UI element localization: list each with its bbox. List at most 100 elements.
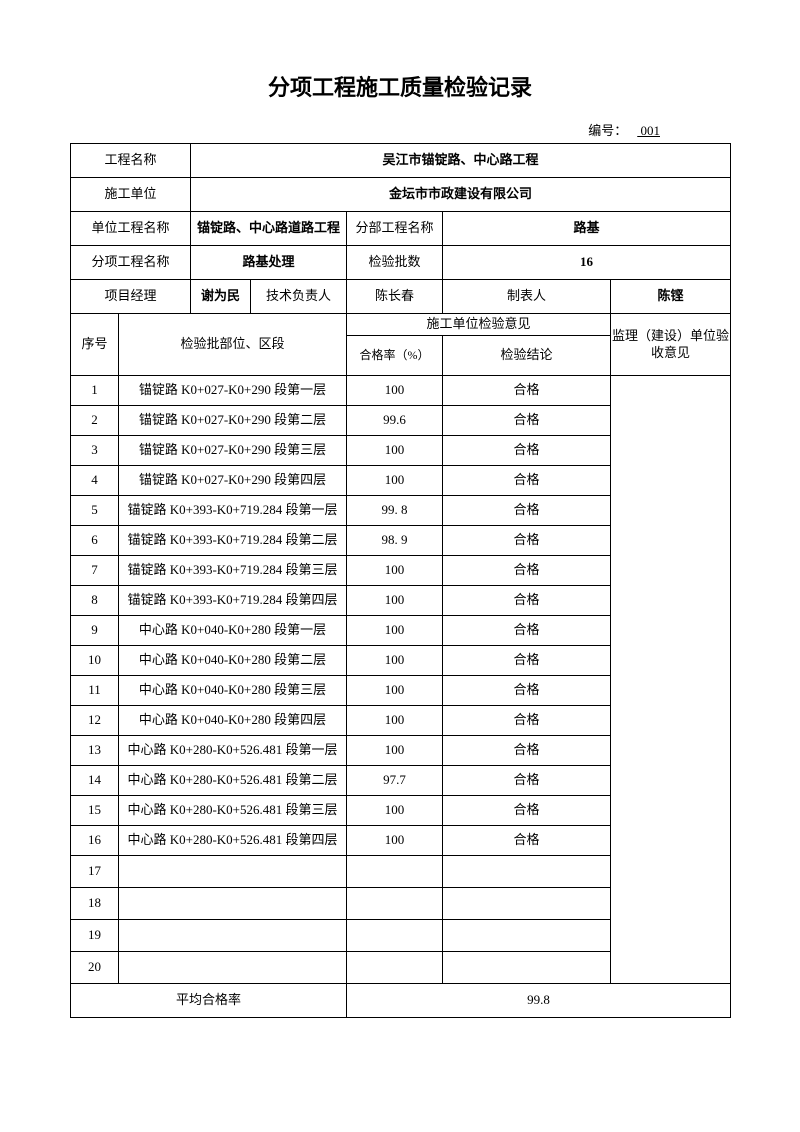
cell-pass-rate: 99. 8 xyxy=(347,496,443,526)
col-pass-rate: 合格率（%） xyxy=(347,336,443,376)
cell-pass-rate xyxy=(347,856,443,888)
cell-verdict: 合格 xyxy=(443,496,611,526)
value-unit-project: 锚锭路、中心路道路工程 xyxy=(191,212,347,246)
cell-verdict: 合格 xyxy=(443,466,611,496)
cell-location xyxy=(119,952,347,984)
cell-location: 中心路 K0+040-K0+280 段第四层 xyxy=(119,706,347,736)
col-location: 检验批部位、区段 xyxy=(119,314,347,376)
cell-seq: 1 xyxy=(71,376,119,406)
cell-pass-rate: 100 xyxy=(347,436,443,466)
cell-pass-rate: 97.7 xyxy=(347,766,443,796)
cell-verdict xyxy=(443,952,611,984)
col-constructor-opinion: 施工单位检验意见 xyxy=(347,314,611,336)
cell-pass-rate: 100 xyxy=(347,706,443,736)
cell-verdict: 合格 xyxy=(443,646,611,676)
label-pm: 项目经理 xyxy=(71,280,191,314)
label-unit-project: 单位工程名称 xyxy=(71,212,191,246)
cell-pass-rate: 98. 9 xyxy=(347,526,443,556)
cell-seq: 3 xyxy=(71,436,119,466)
label-tech-lead: 技术负责人 xyxy=(251,280,347,314)
cell-pass-rate: 100 xyxy=(347,796,443,826)
value-constructor: 金坛市市政建设有限公司 xyxy=(191,178,731,212)
cell-pass-rate: 100 xyxy=(347,376,443,406)
cell-pass-rate xyxy=(347,952,443,984)
cell-pass-rate: 100 xyxy=(347,646,443,676)
cell-seq: 18 xyxy=(71,888,119,920)
label-project-name: 工程名称 xyxy=(71,144,191,178)
cell-seq: 13 xyxy=(71,736,119,766)
cell-seq: 15 xyxy=(71,796,119,826)
cell-pass-rate: 100 xyxy=(347,616,443,646)
cell-location xyxy=(119,888,347,920)
cell-seq: 2 xyxy=(71,406,119,436)
cell-verdict: 合格 xyxy=(443,796,611,826)
cell-location: 中心路 K0+280-K0+526.481 段第四层 xyxy=(119,826,347,856)
cell-location: 锚锭路 K0+027-K0+290 段第二层 xyxy=(119,406,347,436)
cell-location: 锚锭路 K0+027-K0+290 段第四层 xyxy=(119,466,347,496)
cell-seq: 10 xyxy=(71,646,119,676)
value-batch-count: 16 xyxy=(443,246,731,280)
cell-pass-rate xyxy=(347,888,443,920)
cell-seq: 17 xyxy=(71,856,119,888)
doc-number-value: 001 xyxy=(627,123,670,138)
value-project-name: 吴江市锚锭路、中心路工程 xyxy=(191,144,731,178)
col-supervisor: 监理（建设）单位验收意见 xyxy=(611,314,731,376)
value-avg-rate: 99.8 xyxy=(347,984,731,1018)
cell-location: 中心路 K0+280-K0+526.481 段第二层 xyxy=(119,766,347,796)
doc-number-line: 编号： 001 xyxy=(70,120,730,139)
cell-verdict: 合格 xyxy=(443,616,611,646)
cell-verdict: 合格 xyxy=(443,556,611,586)
cell-location: 中心路 K0+280-K0+526.481 段第一层 xyxy=(119,736,347,766)
cell-verdict xyxy=(443,888,611,920)
cell-seq: 14 xyxy=(71,766,119,796)
cell-seq: 5 xyxy=(71,496,119,526)
cell-location: 锚锭路 K0+393-K0+719.284 段第一层 xyxy=(119,496,347,526)
label-sub-project: 分部工程名称 xyxy=(347,212,443,246)
cell-seq: 7 xyxy=(71,556,119,586)
cell-location xyxy=(119,856,347,888)
cell-pass-rate xyxy=(347,920,443,952)
value-item-project: 路基处理 xyxy=(191,246,347,280)
cell-verdict xyxy=(443,856,611,888)
value-tech-lead: 陈长春 xyxy=(347,280,443,314)
cell-location: 中心路 K0+040-K0+280 段第三层 xyxy=(119,676,347,706)
value-sub-project: 路基 xyxy=(443,212,731,246)
cell-verdict: 合格 xyxy=(443,376,611,406)
label-item-project: 分项工程名称 xyxy=(71,246,191,280)
label-avg-rate: 平均合格率 xyxy=(71,984,347,1018)
cell-seq: 19 xyxy=(71,920,119,952)
cell-location xyxy=(119,920,347,952)
cell-location: 锚锭路 K0+393-K0+719.284 段第四层 xyxy=(119,586,347,616)
inspection-table: 工程名称 吴江市锚锭路、中心路工程 施工单位 金坛市市政建设有限公司 单位工程名… xyxy=(70,143,731,1018)
cell-verdict: 合格 xyxy=(443,436,611,466)
cell-verdict: 合格 xyxy=(443,586,611,616)
cell-seq: 12 xyxy=(71,706,119,736)
cell-pass-rate: 100 xyxy=(347,556,443,586)
label-constructor: 施工单位 xyxy=(71,178,191,212)
cell-seq: 11 xyxy=(71,676,119,706)
cell-seq: 6 xyxy=(71,526,119,556)
cell-location: 锚锭路 K0+393-K0+719.284 段第三层 xyxy=(119,556,347,586)
cell-location: 中心路 K0+040-K0+280 段第二层 xyxy=(119,646,347,676)
value-preparer: 陈铿 xyxy=(611,280,731,314)
col-verdict: 检验结论 xyxy=(443,336,611,376)
cell-pass-rate: 100 xyxy=(347,586,443,616)
cell-seq: 4 xyxy=(71,466,119,496)
value-pm: 谢为民 xyxy=(191,280,251,314)
cell-location: 锚锭路 K0+027-K0+290 段第三层 xyxy=(119,436,347,466)
cell-verdict: 合格 xyxy=(443,406,611,436)
cell-location: 中心路 K0+280-K0+526.481 段第三层 xyxy=(119,796,347,826)
page-title: 分项工程施工质量检验记录 xyxy=(70,70,730,102)
cell-verdict: 合格 xyxy=(443,526,611,556)
cell-location: 锚锭路 K0+393-K0+719.284 段第二层 xyxy=(119,526,347,556)
cell-pass-rate: 100 xyxy=(347,736,443,766)
cell-seq: 9 xyxy=(71,616,119,646)
cell-verdict: 合格 xyxy=(443,826,611,856)
col-seq: 序号 xyxy=(71,314,119,376)
cell-verdict: 合格 xyxy=(443,676,611,706)
cell-verdict xyxy=(443,920,611,952)
cell-location: 锚锭路 K0+027-K0+290 段第一层 xyxy=(119,376,347,406)
cell-pass-rate: 100 xyxy=(347,826,443,856)
cell-verdict: 合格 xyxy=(443,766,611,796)
cell-pass-rate: 100 xyxy=(347,676,443,706)
